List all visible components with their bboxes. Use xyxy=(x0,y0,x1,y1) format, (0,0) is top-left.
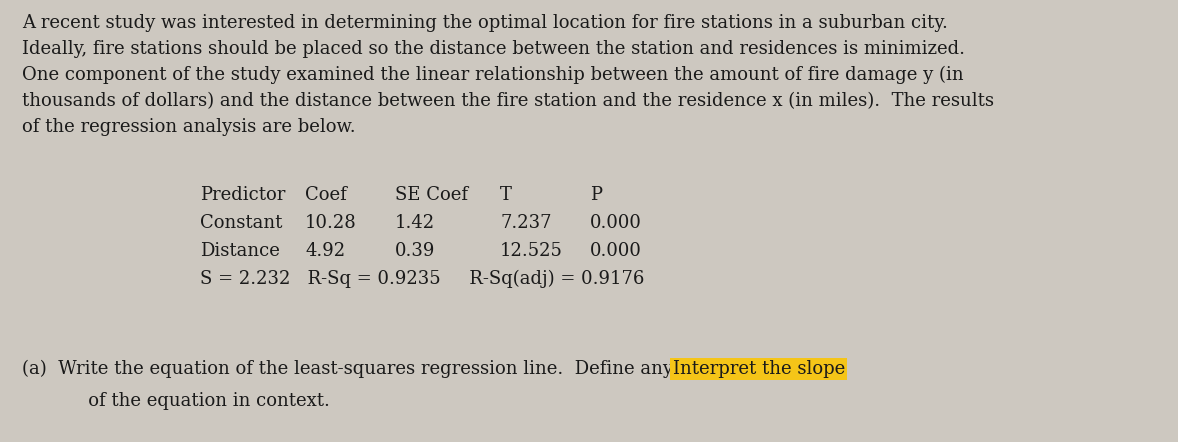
Text: 1.42: 1.42 xyxy=(395,214,435,232)
Text: Interpret the slope: Interpret the slope xyxy=(673,360,845,378)
Text: Ideally, fire stations should be placed so the distance between the station and : Ideally, fire stations should be placed … xyxy=(22,40,965,58)
Text: (a)  Write the equation of the least-squares regression line.  Define any variab: (a) Write the equation of the least-squa… xyxy=(22,360,828,378)
Text: SE Coef: SE Coef xyxy=(395,186,468,204)
Text: of the equation in context.: of the equation in context. xyxy=(48,392,330,410)
Text: 0.000: 0.000 xyxy=(590,214,642,232)
Text: P: P xyxy=(590,186,602,204)
Text: 4.92: 4.92 xyxy=(305,242,345,260)
Text: T: T xyxy=(499,186,512,204)
Text: 10.28: 10.28 xyxy=(305,214,357,232)
Text: 12.525: 12.525 xyxy=(499,242,563,260)
Text: of the regression analysis are below.: of the regression analysis are below. xyxy=(22,118,356,136)
Text: 0.000: 0.000 xyxy=(590,242,642,260)
Text: Predictor: Predictor xyxy=(200,186,285,204)
Text: A recent study was interested in determining the optimal location for fire stati: A recent study was interested in determi… xyxy=(22,14,948,32)
Text: 7.237: 7.237 xyxy=(499,214,551,232)
Text: One component of the study examined the linear relationship between the amount o: One component of the study examined the … xyxy=(22,66,964,84)
Text: Constant: Constant xyxy=(200,214,283,232)
Text: S = 2.232   R-Sq = 0.9235     R-Sq(adj) = 0.9176: S = 2.232 R-Sq = 0.9235 R-Sq(adj) = 0.91… xyxy=(200,270,644,288)
Text: thousands of dollars) and the distance between the fire station and the residenc: thousands of dollars) and the distance b… xyxy=(22,92,994,110)
Text: Distance: Distance xyxy=(200,242,280,260)
Text: 0.39: 0.39 xyxy=(395,242,436,260)
Text: Coef: Coef xyxy=(305,186,346,204)
